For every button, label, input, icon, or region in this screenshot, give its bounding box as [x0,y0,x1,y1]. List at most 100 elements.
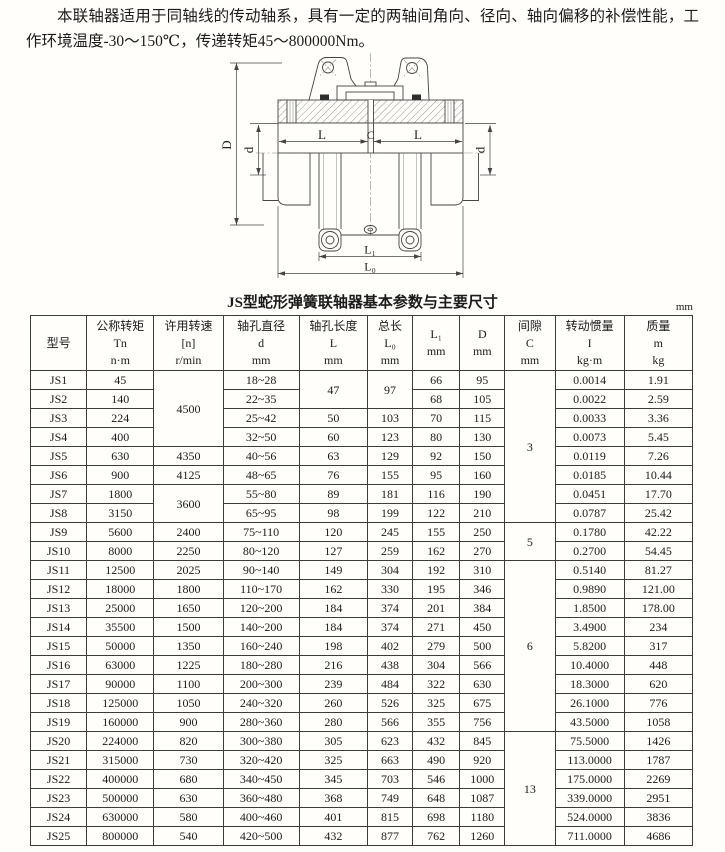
table-cell: 105 [459,389,506,409]
table-row: JS8 3150 65~95 98 199 122 210 0.0787 25.42 [29,503,694,523]
bolt-nut-left [320,94,329,100]
table-cell: JS4 [29,427,88,447]
table-cell: 1100 [153,674,224,694]
lower-hub-blocks [262,153,479,206]
table-cell: 110~170 [222,579,300,599]
dim-diameters: D d d [219,62,496,226]
table-cell: 54.45 [623,541,694,561]
table-cell: 402 [366,636,414,656]
table-cell: 320~420 [222,750,300,770]
table-cell: 43.5000 [554,712,625,732]
column-header: 总长 L₀ mm [366,315,414,371]
table-cell: 120~200 [222,598,300,618]
table-cell: 900 [86,465,155,485]
table-cell: 566 [366,712,414,732]
table-cell: 0.0022 [554,389,625,409]
table-cell: 300~380 [222,731,300,751]
table-cell: 304 [412,655,461,675]
table-cell: JS18 [29,693,88,713]
table-cell: 140 [86,389,155,409]
table-cell: 35500 [86,617,155,637]
flange-section [277,94,464,124]
table-cell: 500 [459,636,506,656]
table-cell: 81.27 [623,560,694,580]
table-cell: 1800 [86,484,155,504]
table-cell: 4125 [153,465,224,485]
table-cell: 0.9890 [554,579,625,599]
table-cell: 815 [366,807,414,827]
table-cell: 2951 [623,788,694,808]
table-cell: 630 [153,788,224,808]
table-cell: 374 [366,617,414,637]
table-cell: 0.0787 [554,503,625,523]
table-cell: 420~500 [222,826,300,846]
table-cell: 0.5140 [554,560,625,580]
table-cell: 6 [504,560,556,732]
table-cell: 116 [412,484,461,504]
table-cell: 160~240 [222,636,300,656]
table-row: JS18 125000 1050 240~320 260 526 325 675 26.1000… [29,693,694,713]
table-cell: 76 [298,465,368,485]
table-cell: 0.0185 [554,465,625,485]
table-cell: JS19 [29,712,88,732]
column-header: 质量 m kg [623,315,694,371]
table-cell: 0.0014 [554,370,625,390]
table-cell: JS13 [29,598,88,618]
table-cell: 279 [412,636,461,656]
column-header: L₁ mm [412,315,461,371]
table-row: JS5 630 4350 40~56 63 129 92 150 0.0119 7.26 [29,446,694,466]
table-cell: 680 [153,769,224,789]
table-cell: 325 [412,693,461,713]
column-header: 许用转速 [n] r/min [153,315,224,371]
table-cell: 270 [459,541,506,561]
table-cell: JS3 [29,408,88,428]
column-header: 型号 [29,315,88,371]
table-cell: 75.5000 [554,731,625,751]
table-cell: 2250 [153,541,224,561]
table-cell: 566 [459,655,506,675]
table-cell: JS5 [29,446,88,466]
table-row: JS12 18000 1800 110~170 162 330 195 346 0.9890 12… [29,579,694,599]
table-cell: 92 [412,446,461,466]
table-row: JS20 224000 820 300~380 305 623 432 845 13 75.500… [29,731,694,846]
table-cell: JS12 [29,579,88,599]
table-cell: 368 [298,788,368,808]
table-cell: 630 [86,446,155,466]
table-cell: JS10 [29,541,88,561]
table-cell: 10.4000 [554,655,625,675]
table-cell: 675 [459,693,506,713]
table-cell: 75~110 [222,522,300,542]
table-cell: JS7 [29,484,88,504]
table-cell: 25.42 [623,503,694,523]
table-cell: 184 [298,598,368,618]
table-cell: 2.59 [623,389,694,409]
table-cell: 122 [412,503,461,523]
table-cell: 216 [298,655,368,675]
table-cell: 259 [366,541,414,561]
table-body: JS1 45 4500 18~28 47 97 66 95 3 0.0014 1.91 JS2 140 2… [29,370,694,846]
table-cell: 68 [412,389,461,409]
table-cell: 224000 [86,731,155,751]
table-cell: 162 [298,579,368,599]
table-cell: 160 [459,465,506,485]
cover-bolt-hole-left [322,61,334,74]
table-cell: 2025 [153,560,224,580]
table-cell: 3836 [623,807,694,827]
table-row: JS1 45 4500 18~28 47 97 66 95 3 0.0014 1.91 [29,370,694,523]
table-cell: 1000 [459,769,506,789]
table-cell: 280~360 [222,712,300,732]
table-cell: 0.0451 [554,484,625,504]
table-cell: 25~42 [222,408,300,428]
table-cell: JS20 [29,731,88,751]
table-cell: JS14 [29,617,88,637]
table-cell: 749 [366,788,414,808]
table-cell: 160000 [86,712,155,732]
table-cell: 3.36 [623,408,694,428]
table-cell: 845 [459,731,506,751]
table-cell: 199 [366,503,414,523]
table-cell: 1087 [459,788,506,808]
intro-paragraph: 本联轴器适用于同轴线的传动轴系，具有一定的两轴间角向、径向、轴向偏移的补偿性能，… [26,8,699,50]
table-cell: 48~65 [222,465,300,485]
